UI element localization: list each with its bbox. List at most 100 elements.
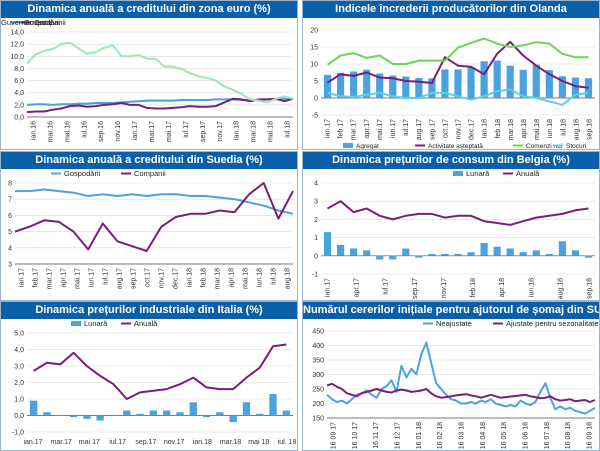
legend-label: Guvernamental <box>1 18 53 27</box>
x-tick-label: mar.18 <box>508 119 515 141</box>
panel-italy-ppi: Dinamica prețurilor industriale din Ital… <box>0 301 298 451</box>
x-tick-label: 16 02 18 <box>437 422 444 449</box>
x-tick-label: mar.18 <box>220 439 242 446</box>
y-tick-label: 0 <box>314 96 318 103</box>
x-tick-label: apr.17 <box>364 119 371 139</box>
y-tick-label: 0 <box>314 253 318 260</box>
x-tick-label: 16 09 17 <box>331 422 338 449</box>
bar-0-8 <box>136 413 144 416</box>
bar-0-4 <box>83 415 91 419</box>
y-tick-label: 4,0 <box>14 347 24 354</box>
x-tick-label: 16 05 18 <box>501 422 508 449</box>
chart-italy-ppi: -1,0 0,0 1,0 2,0 3,0 4,0 5,0 ian.17 mar.17 mai 17… <box>12 319 297 446</box>
bar-0-14 <box>506 248 514 256</box>
bar-0-15 <box>519 69 527 98</box>
bar-0-6 <box>402 248 410 256</box>
panel-sweden-credit: Dinamica anuală a creditului din Suedia … <box>0 151 298 301</box>
x-tick-label: iun.18 <box>547 119 554 138</box>
bar-0-20 <box>584 255 593 258</box>
y-tick-label: 3,0 <box>14 364 24 371</box>
x-tick-label: iul.17 <box>403 119 410 136</box>
chart-title: Dinamica anuală a creditului din zona eu… <box>1 1 297 18</box>
y-tick-label: 2,0 <box>14 102 24 109</box>
x-tick-label: sep.17 <box>412 278 419 299</box>
bar-0-13 <box>202 415 211 418</box>
x-tick-label: mar.18 <box>215 268 222 290</box>
x-tick-label: apr.18 <box>521 119 528 139</box>
bar-0-17 <box>545 70 553 98</box>
y-tick-label: 4 <box>314 181 318 188</box>
y-tick-label: -1 <box>312 272 318 279</box>
series-line-1 <box>326 382 596 403</box>
x-tick-label: mar.17 <box>149 121 156 143</box>
x-tick-label: iun.17 <box>390 119 397 138</box>
x-tick-label: 16 10 17 <box>352 422 359 449</box>
legend-label: Agregat <box>356 143 379 150</box>
bar-0-16 <box>532 250 540 256</box>
x-tick-label: 16 03 18 <box>459 422 466 449</box>
x-tick-label: mai.17 <box>75 268 82 289</box>
chart-netherlands-confidence: -5 0 5 10 15 20 ian.17 feb.17 mar.17 apr.17 mai.17… <box>310 28 595 150</box>
x-tick-label: mai 18 <box>248 439 269 446</box>
x-tick-label: ian.16 <box>31 121 38 140</box>
y-tick-label: 6 <box>8 213 12 220</box>
x-tick-label: iun.18 <box>528 278 535 297</box>
x-tick-label: nov.17 <box>164 439 185 446</box>
x-tick-label: mai.16 <box>64 121 71 142</box>
chart-euro-credit: 0,0 2,0 4,0 6,0 8,0 10,0 12,0 14,0 ian.16 mar.16 m… <box>1 18 294 143</box>
x-tick-label: ian.17 <box>325 278 332 297</box>
bar-0-2 <box>350 71 358 98</box>
y-tick-label: 14,0 <box>10 30 24 37</box>
x-tick-label: sep.17 <box>200 121 207 142</box>
legend-label: Gospodării <box>64 169 101 178</box>
panel-euro-credit: Dinamica anuală a creditului din zona eu… <box>0 0 298 150</box>
x-tick-label: aug.17 <box>416 119 423 141</box>
x-tick-label: iul.18 <box>560 119 567 136</box>
bar-0-11 <box>467 252 475 256</box>
legend-label: Lunară <box>466 169 490 178</box>
panel-us-jobless-claims: Numărul cererilor inițiale pentru ajutor… <box>302 301 600 451</box>
x-tick-label: ian.17 <box>23 439 42 446</box>
legend-label: Ajustate pentru sezonalitate <box>506 319 599 328</box>
x-tick-label: mai.17 <box>377 119 384 140</box>
x-tick-label: 16 01 18 <box>416 422 423 449</box>
x-tick-label: apr.18 <box>499 278 506 298</box>
x-tick-label: sep.17 <box>135 439 156 446</box>
x-tick-label: nov.17 <box>456 119 463 140</box>
y-tick-label: 5 <box>8 229 12 236</box>
y-tick-label: 5,0 <box>14 331 24 338</box>
chart-belgium-cpi: -1 0 1 2 3 4 ian.17 apr.17 iul.17 sep.17 nov.17 feb… <box>312 169 595 299</box>
bar-0-1 <box>336 244 345 256</box>
x-tick-label: sep.16 <box>98 121 105 142</box>
chart-us-jobless-claims: 150 200 250 300 350 400 450 16 09 17 16 10 17 16 … <box>312 319 599 449</box>
legend-label: Companii <box>134 169 166 178</box>
chart-title: Dinamica prețurilor de consum din Belgia… <box>303 152 599 169</box>
x-tick-label: iun.18 <box>257 268 264 287</box>
y-tick-label: 400 <box>312 343 324 350</box>
y-tick-label: 7 <box>8 197 12 204</box>
bar-0-14 <box>216 412 224 416</box>
x-tick-label: nov.17 <box>217 121 224 142</box>
legend-label: Activitate așteptată <box>428 143 483 150</box>
legend-label: Comenzi noi <box>526 143 562 150</box>
y-tick-label: 2,0 <box>14 380 24 387</box>
y-tick-label: 150 <box>312 416 324 423</box>
y-tick-label: 12,0 <box>10 42 24 49</box>
x-tick-label: sep.18 <box>587 278 594 299</box>
series-line-1 <box>26 97 294 114</box>
y-tick-label: 3 <box>314 199 318 206</box>
x-tick-label: sep.17 <box>131 268 138 289</box>
bar-0-2 <box>56 415 64 416</box>
y-tick-label: 0,0 <box>14 413 24 420</box>
bar-0-4 <box>376 73 384 98</box>
x-tick-label: iul.17 <box>109 439 126 446</box>
x-tick-label: mai.17 <box>166 121 173 142</box>
legend-label: Stocuri <box>566 143 586 150</box>
bar-0-13 <box>493 60 501 98</box>
legend-label: Gospodării <box>24 18 61 27</box>
x-tick-label: iul.18 <box>271 268 278 285</box>
x-tick-label: ian.17 <box>132 121 139 140</box>
bar-0-10 <box>454 253 462 256</box>
bar-0-6 <box>402 76 410 98</box>
x-tick-label: 16 12 17 <box>395 422 402 449</box>
